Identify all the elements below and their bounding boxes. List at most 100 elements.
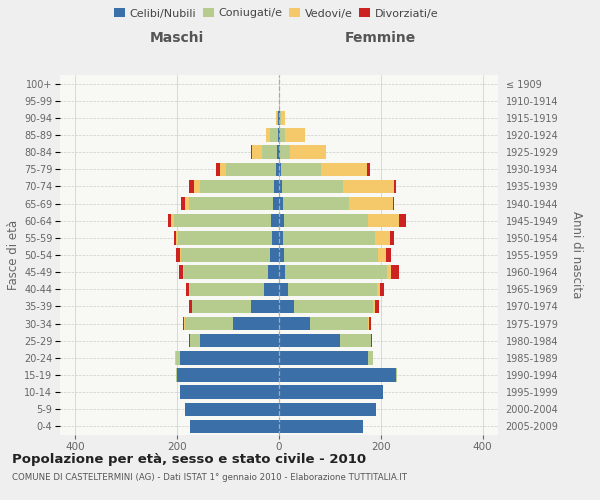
Bar — [233, 317, 279, 330]
Bar — [279, 300, 294, 313]
Y-axis label: Fasce di età: Fasce di età — [7, 220, 20, 290]
Bar — [279, 368, 396, 382]
Bar — [279, 128, 280, 141]
Bar — [272, 231, 279, 244]
Bar — [190, 300, 192, 313]
Bar — [279, 334, 340, 347]
Legend: Celibi/Nubili, Coniugati/e, Vedovi/e, Divorziati/e: Celibi/Nubili, Coniugati/e, Vedovi/e, Di… — [114, 8, 438, 18]
Bar — [368, 351, 373, 364]
Bar — [368, 317, 369, 330]
Bar — [281, 180, 343, 193]
Bar — [268, 266, 279, 279]
Bar — [386, 248, 391, 262]
Bar — [321, 162, 367, 176]
Bar — [398, 214, 406, 228]
Bar — [349, 197, 392, 210]
Bar — [279, 214, 284, 228]
Bar — [368, 214, 398, 228]
Bar — [283, 197, 349, 210]
Bar — [285, 266, 387, 279]
Bar — [285, 128, 305, 141]
Bar — [226, 162, 277, 176]
Bar — [183, 317, 184, 330]
Y-axis label: Anni di nascita: Anni di nascita — [569, 212, 583, 298]
Bar — [391, 266, 398, 279]
Bar — [186, 282, 190, 296]
Bar — [279, 197, 283, 210]
Bar — [394, 180, 396, 193]
Bar — [279, 180, 281, 193]
Text: COMUNE DI CASTELTERMINI (AG) - Dati ISTAT 1° gennaio 2010 - Elaborazione TUTTITA: COMUNE DI CASTELTERMINI (AG) - Dati ISTA… — [12, 472, 407, 482]
Bar — [283, 231, 375, 244]
Bar — [340, 334, 371, 347]
Bar — [200, 180, 274, 193]
Bar — [390, 231, 394, 244]
Bar — [278, 128, 279, 141]
Bar — [280, 128, 285, 141]
Bar — [189, 180, 194, 193]
Bar — [369, 317, 371, 330]
Bar — [288, 282, 377, 296]
Bar — [279, 386, 383, 399]
Bar — [169, 214, 171, 228]
Text: Femmine: Femmine — [345, 31, 416, 45]
Bar — [181, 248, 270, 262]
Bar — [379, 248, 386, 262]
Bar — [294, 300, 373, 313]
Bar — [179, 248, 181, 262]
Bar — [279, 420, 363, 433]
Bar — [217, 162, 220, 176]
Bar — [176, 248, 179, 262]
Bar — [190, 334, 200, 347]
Bar — [281, 111, 284, 124]
Bar — [189, 197, 273, 210]
Bar — [190, 420, 279, 433]
Bar — [274, 180, 279, 193]
Bar — [279, 248, 284, 262]
Bar — [273, 197, 279, 210]
Bar — [290, 146, 326, 159]
Bar — [176, 231, 178, 244]
Bar — [310, 317, 368, 330]
Bar — [279, 231, 283, 244]
Bar — [220, 162, 226, 176]
Bar — [280, 146, 290, 159]
Bar — [270, 248, 279, 262]
Bar — [375, 300, 379, 313]
Bar — [276, 111, 277, 124]
Bar — [179, 351, 279, 364]
Bar — [279, 146, 280, 159]
Bar — [193, 300, 251, 313]
Text: Popolazione per età, sesso e stato civile - 2010: Popolazione per età, sesso e stato civil… — [12, 452, 366, 466]
Bar — [262, 146, 277, 159]
Bar — [200, 334, 279, 347]
Bar — [173, 231, 176, 244]
Bar — [279, 266, 285, 279]
Bar — [264, 282, 279, 296]
Bar — [284, 248, 379, 262]
Bar — [277, 111, 278, 124]
Bar — [279, 282, 288, 296]
Bar — [181, 197, 185, 210]
Bar — [279, 162, 281, 176]
Bar — [277, 162, 279, 176]
Bar — [185, 317, 233, 330]
Bar — [190, 282, 264, 296]
Bar — [185, 197, 189, 210]
Bar — [194, 180, 200, 193]
Bar — [174, 214, 271, 228]
Bar — [387, 266, 391, 279]
Bar — [281, 162, 321, 176]
Bar — [377, 282, 380, 296]
Bar — [252, 146, 262, 159]
Bar — [280, 111, 281, 124]
Bar — [396, 368, 397, 382]
Bar — [171, 214, 174, 228]
Bar — [176, 368, 177, 382]
Bar — [266, 128, 271, 141]
Bar — [367, 162, 370, 176]
Bar — [176, 351, 179, 364]
Bar — [179, 386, 279, 399]
Text: Maschi: Maschi — [150, 31, 204, 45]
Bar — [178, 231, 272, 244]
